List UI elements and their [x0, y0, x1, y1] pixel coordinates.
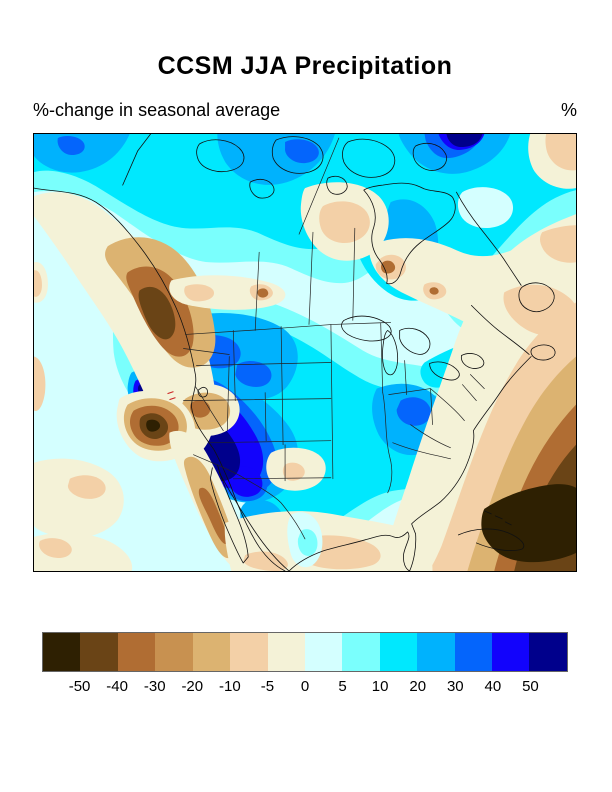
lake-erie-outline	[429, 361, 460, 381]
lake-huron-outline	[399, 327, 431, 355]
contour-region	[57, 135, 85, 156]
colorbar-tick-label: -5	[260, 678, 275, 695]
unit-label: %	[560, 100, 577, 120]
colorbar-cell	[80, 633, 118, 671]
arctic-island-outline	[326, 175, 348, 195]
arctic-island-outline	[342, 138, 396, 178]
colorbar	[42, 632, 568, 672]
region-prairie-dry	[257, 288, 269, 298]
colorbar-cell	[192, 633, 231, 671]
colorbar-cell	[267, 633, 305, 671]
region-pnw-dry	[138, 286, 176, 340]
contour-region	[396, 397, 431, 426]
region-caribbean-dry-core	[481, 484, 576, 563]
contour-region	[285, 139, 319, 164]
alaska-border	[122, 134, 151, 186]
colorbar-cell	[529, 633, 567, 671]
colorbar-cell	[117, 633, 156, 671]
subtitle: %-change in seasonal average	[33, 100, 281, 120]
region-pacific-dry	[34, 270, 42, 297]
arctic-island-outline	[249, 178, 275, 199]
us-canada-border	[185, 322, 392, 335]
region-pacific-dry	[67, 475, 106, 499]
bahamas-outline	[483, 510, 512, 526]
colorbar-tick-label: -50	[68, 678, 91, 695]
cuba-outline	[458, 528, 525, 551]
colorbar-ticks: -50 -40 -30 -20 -10 -5 0 5 10 20 30 40 50	[42, 678, 568, 698]
precipitation-map	[33, 133, 577, 572]
region-pnw-dry	[34, 192, 217, 459]
colorbar-tick-label: 50	[522, 678, 539, 695]
st-lawrence-coastline	[470, 304, 530, 355]
region-quebec-dry	[381, 260, 396, 274]
colorbar-tick-label: 30	[446, 678, 464, 695]
state-border	[183, 362, 332, 480]
colorbar-cell	[342, 633, 380, 671]
contour-region	[235, 361, 272, 387]
region-california-dry	[146, 419, 161, 432]
figure-title: CCSM JJA Precipitation	[157, 52, 453, 80]
colorbar-cell	[43, 633, 81, 671]
colorbar-cell	[454, 633, 493, 671]
region-pacific-dry	[34, 356, 46, 412]
colorbar-cell	[230, 633, 268, 671]
coastlines	[34, 134, 556, 571]
region-pacific-dry	[34, 458, 124, 539]
contour-map-svg	[34, 134, 576, 571]
baja-coastline	[209, 464, 249, 564]
dry-anomaly-regions	[34, 134, 576, 571]
region-prairie-dry	[184, 284, 215, 302]
region-michigan-dry	[429, 287, 439, 295]
region-utah-dry	[190, 400, 211, 418]
us-mexico-border	[193, 454, 306, 540]
region-pacific-dry	[39, 538, 72, 558]
newfoundland-outline	[518, 282, 555, 313]
colorbar-tick-label: -40	[106, 678, 128, 695]
nova-scotia-outline	[530, 344, 556, 361]
state-border	[183, 348, 286, 482]
region-topright-dry	[545, 134, 576, 171]
mexico-coastline	[218, 472, 290, 571]
gulf-east-coastline	[288, 356, 532, 571]
region-gulf-pale	[297, 529, 318, 556]
hudson-bay-outline	[363, 182, 456, 285]
state-border	[388, 360, 485, 460]
region-oklahoma-dry	[282, 462, 305, 481]
colorbar-tick-label: 20	[409, 678, 427, 695]
colorbar-tick-label: 40	[484, 678, 502, 695]
red-marker	[167, 391, 176, 401]
colorbar-tick-label: 5	[338, 678, 347, 695]
colorbar-tick-label: -30	[143, 678, 166, 695]
colorbar-cell	[492, 633, 530, 671]
region-baja-dry	[198, 487, 229, 545]
contour-region	[446, 134, 483, 148]
province-border	[254, 137, 356, 331]
political-borders	[183, 137, 485, 540]
lake-michigan-outline	[382, 330, 399, 376]
colorbar-cell	[155, 633, 193, 671]
labrador-coastline	[456, 191, 522, 286]
arctic-island-outline	[412, 142, 447, 171]
region-quebec-dry	[539, 225, 576, 263]
state-border	[232, 323, 384, 480]
colorbar-tick-label: 10	[371, 678, 389, 695]
arctic-island-outline	[271, 136, 324, 174]
great-salt-lake-outline	[197, 386, 208, 398]
colorbar-tick-label: 0	[300, 678, 310, 695]
colorbar-cell	[304, 633, 343, 671]
region-canada-dry	[319, 201, 370, 244]
lake-ontario-outline	[460, 353, 485, 369]
colorbar-tick-label: -10	[219, 678, 241, 695]
pacific-coastline	[34, 187, 286, 571]
colorbar-cell	[379, 633, 418, 671]
lake-superior-outline	[341, 315, 392, 342]
mississippi-river	[382, 392, 393, 494]
colorbar-tick-label: -20	[181, 678, 204, 695]
contour-region	[457, 187, 514, 229]
arctic-island-outline	[196, 139, 245, 173]
colorbar-cell	[417, 633, 455, 671]
